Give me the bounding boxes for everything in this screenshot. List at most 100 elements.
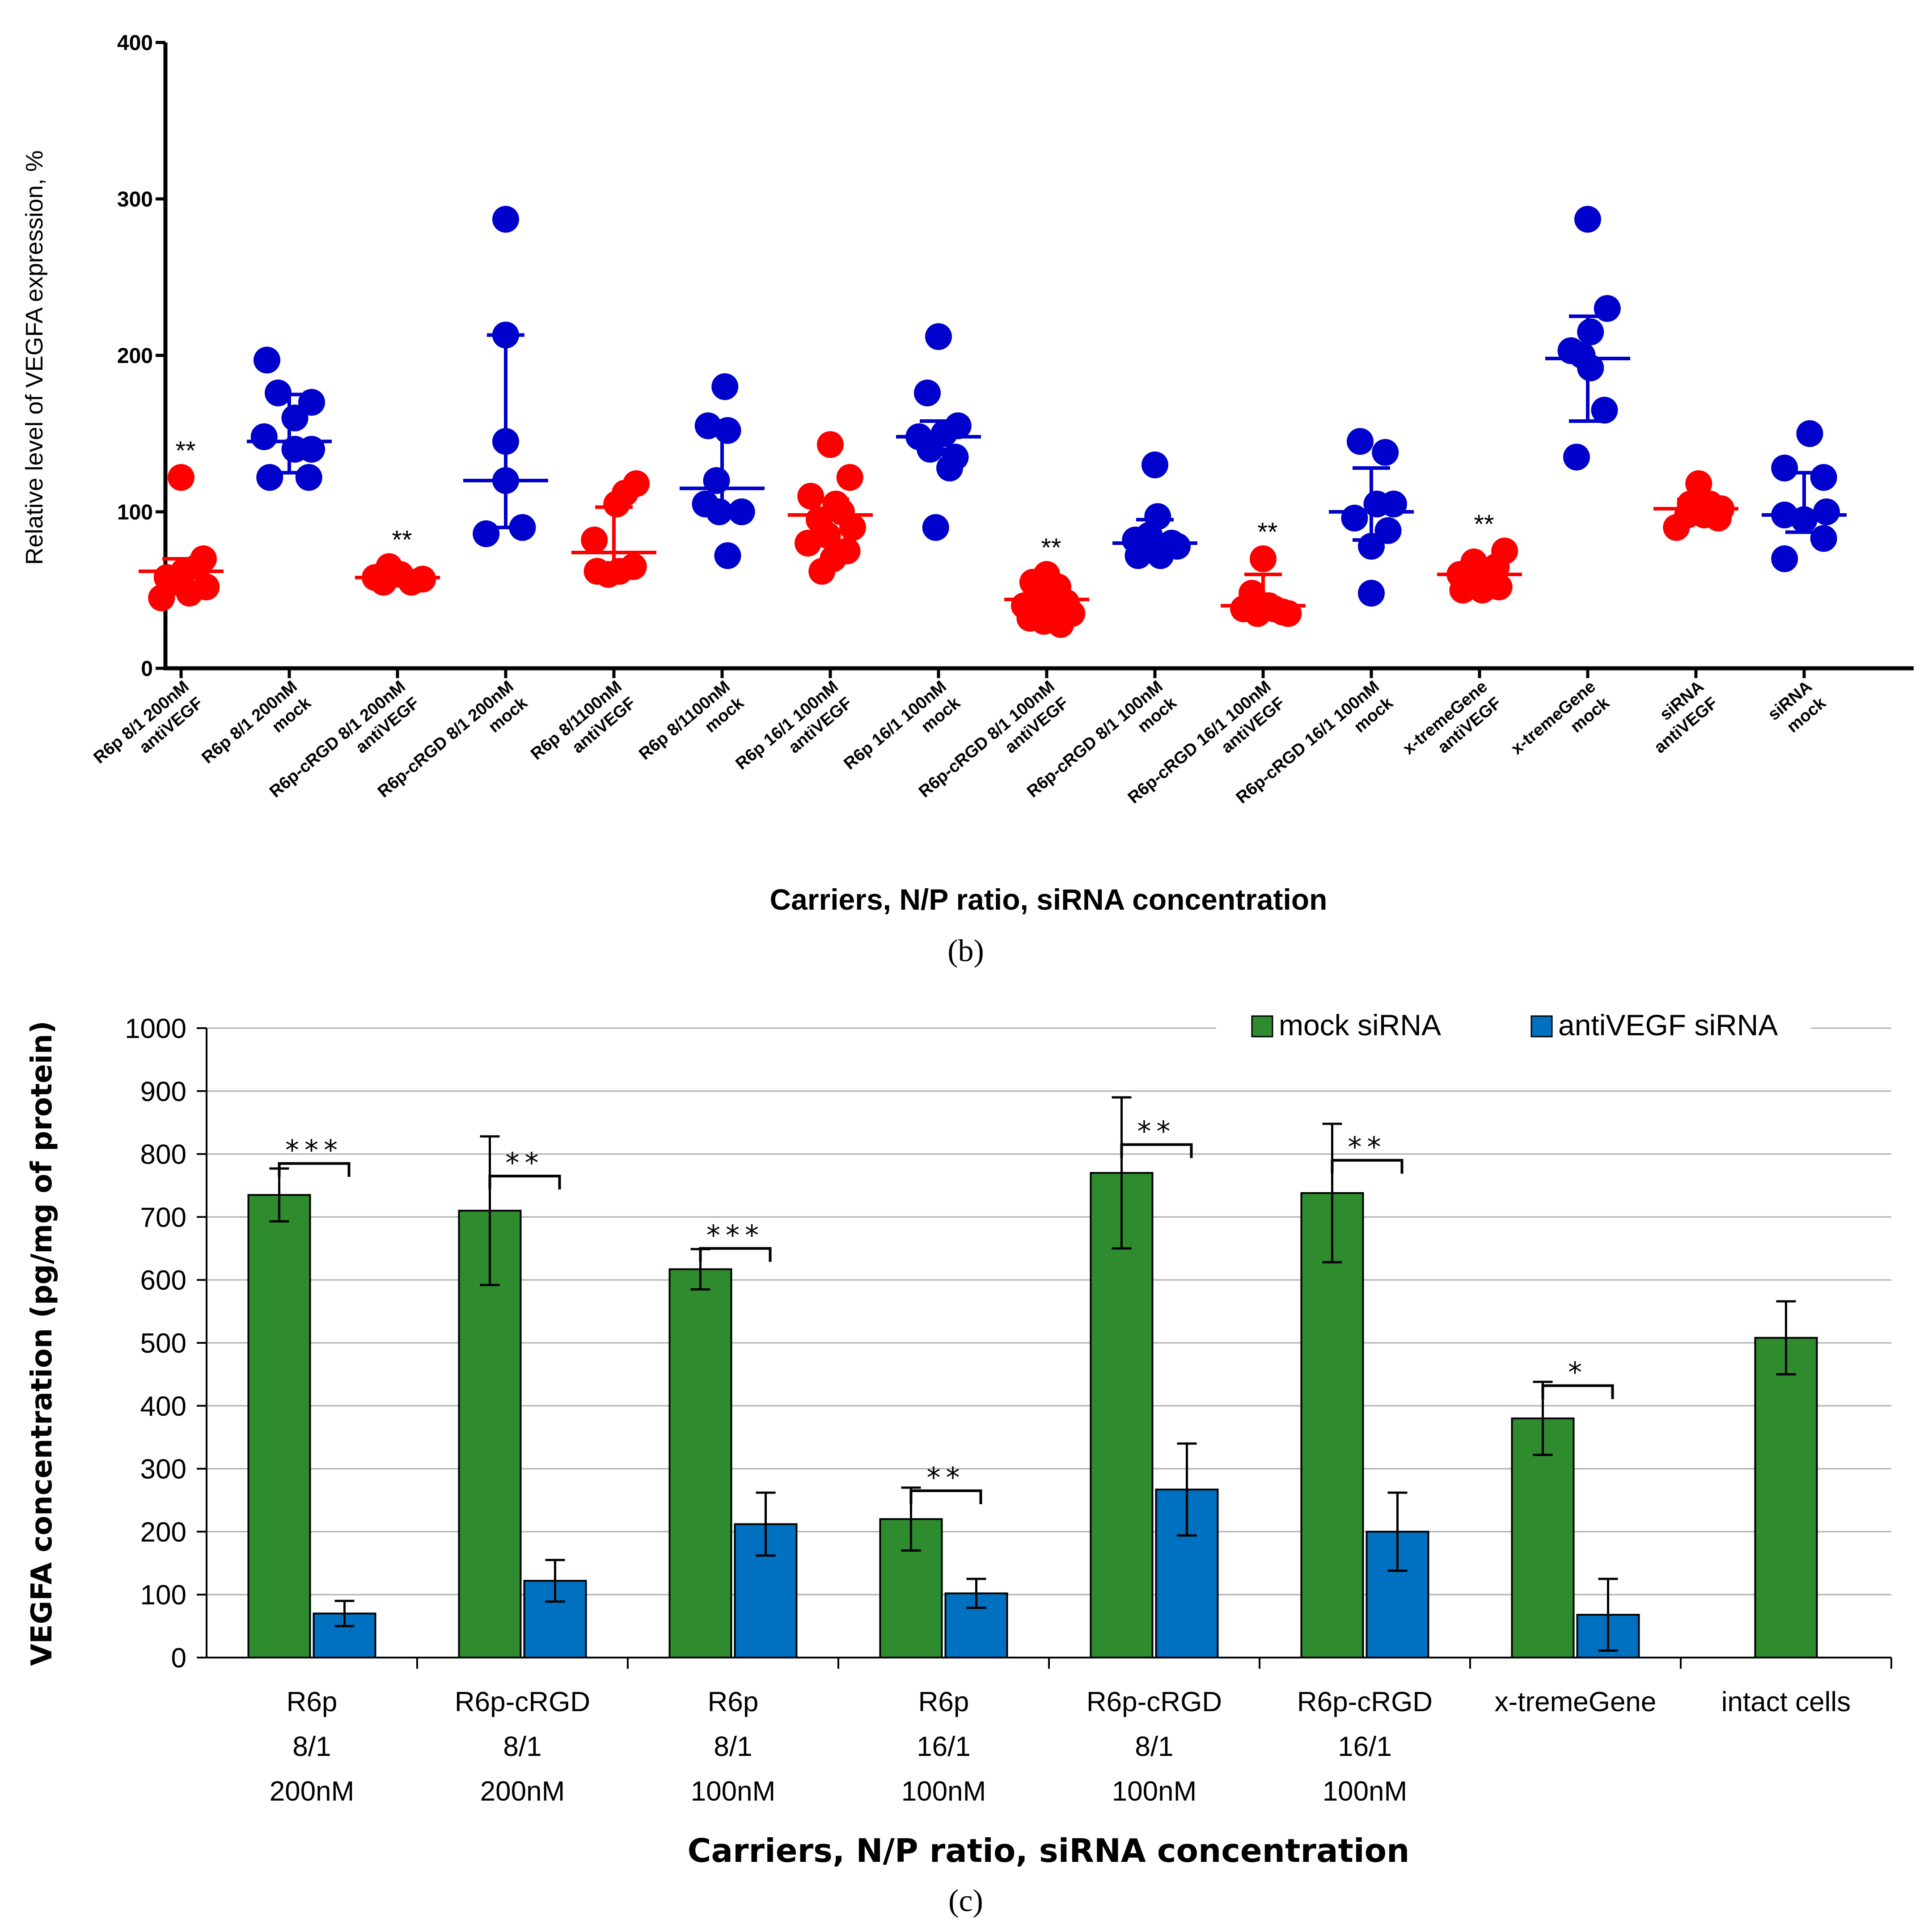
scatter-point	[254, 346, 280, 374]
bar-mock	[1090, 1172, 1154, 1659]
scatter-group-8: **	[1004, 533, 1089, 638]
top-x-tick-label: R6p 8/1100nMantiVEGF	[527, 677, 639, 780]
scatter-point	[193, 574, 220, 600]
scatter-point	[1577, 354, 1604, 381]
scatter-point	[1491, 537, 1518, 565]
bar-x-tick-label: 100nM	[1323, 1776, 1408, 1807]
scatter-point	[1563, 443, 1590, 471]
bar-x-tick-label: x-tremeGene	[1495, 1687, 1657, 1717]
bar-x-tick-label: R6p	[918, 1687, 969, 1717]
bar-x-axis-title: Carriers, N/P ratio, siRNA concentration	[688, 1832, 1410, 1869]
panel-label-b: (b)	[947, 934, 984, 968]
top-y-tick-label: 400	[117, 31, 153, 55]
bar-y-tick-label: 800	[140, 1139, 186, 1170]
bar-x-tick-label: R6p-cRGD	[1297, 1687, 1433, 1717]
bar-mock	[247, 1194, 311, 1659]
significance-marker: **	[1041, 533, 1061, 562]
scatter-point	[797, 483, 824, 510]
scatter-point	[808, 558, 836, 585]
scatter-point	[1374, 517, 1402, 544]
bar-mock	[668, 1268, 732, 1658]
scatter-point	[817, 431, 844, 458]
bar-x-tick-label: 8/1	[292, 1731, 331, 1762]
top-y-tick-label: 0	[141, 657, 153, 681]
top-x-tick-label: R6p 16/1 100nMantiVEGF	[732, 677, 855, 790]
significance-marker: ***	[285, 1134, 343, 1167]
scatter-point	[711, 373, 739, 400]
scatter-group-13	[1545, 206, 1630, 471]
scatter-point	[1341, 505, 1368, 532]
bar-x-tick-label: R6p	[287, 1687, 338, 1717]
panel-label-c: (c)	[948, 1884, 983, 1918]
scatter-point	[925, 323, 952, 350]
scatter-group-9	[1112, 451, 1197, 569]
bar-x-tick-label: 100nM	[1112, 1776, 1197, 1807]
significance-bracket	[1120, 1143, 1193, 1158]
bar-x-tick-label: R6p	[708, 1687, 759, 1717]
scatter-point	[492, 206, 519, 233]
scatter-group-12: **	[1437, 510, 1522, 603]
bar-group-7	[1754, 1300, 1818, 1659]
bar-group-1: **	[458, 1135, 587, 1659]
bar-group-4: **	[1090, 1096, 1219, 1659]
bar-y-ticks: 0 100 200 300 400 500 600 700 800 900 1000	[125, 1013, 207, 1674]
bar-x-tick-label: intact cells	[1721, 1687, 1851, 1717]
bar-group-0: ***	[247, 1134, 376, 1659]
scatter-point	[914, 380, 941, 406]
scatter-group-6	[788, 431, 873, 585]
top-x-axis-title: Carriers, N/P ratio, siRNA concentration	[769, 883, 1327, 916]
legend-swatch-1	[1530, 1015, 1553, 1038]
scatter-point	[1685, 470, 1712, 497]
top-y-tick-label: 200	[117, 344, 153, 368]
bar-x-tick-label: 100nM	[691, 1776, 776, 1807]
scatter-point	[1261, 595, 1288, 622]
scatter-group-0: **	[139, 436, 224, 612]
bar-y-tick-label: 400	[140, 1391, 186, 1422]
bar-group-5: **	[1300, 1122, 1429, 1658]
scatter-groups: ** ** ** ** **	[139, 206, 1847, 638]
top-y-axis-title: Relative level of VEGFA expression, %	[21, 150, 48, 565]
significance-bracket	[909, 1489, 982, 1504]
bar-x-tick-label: 16/1	[917, 1731, 971, 1762]
top-x-tick-label: R6p 8/1100nMmock	[635, 677, 748, 780]
bar-x-tick-label: 200nM	[480, 1776, 565, 1807]
scatter-point	[1771, 545, 1798, 572]
scatter-point	[168, 464, 194, 491]
bar-x-tick-label: 8/1	[503, 1731, 541, 1762]
bar-x-tick-label: 8/1	[714, 1731, 752, 1762]
scatter-point	[256, 464, 283, 491]
scatter-point	[1141, 451, 1168, 478]
bar-y-tick-label: 300	[140, 1454, 186, 1485]
significance-marker: **	[1257, 518, 1277, 547]
bar-y-tick-label: 500	[140, 1328, 186, 1359]
scatter-point	[1810, 464, 1837, 491]
significance-marker: **	[506, 1147, 544, 1179]
bar-x-tick-label: 200nM	[270, 1776, 355, 1807]
scatter-point	[581, 527, 608, 553]
significance-bracket	[1331, 1159, 1404, 1174]
top-y-ticks: 0 100 200 300 400	[117, 31, 165, 681]
scatter-group-5	[680, 373, 765, 569]
bar-legend[interactable]: mock siRNA antiVEGF siRNA	[1216, 1006, 1811, 1050]
significance-marker: ***	[706, 1219, 764, 1252]
scatter-point	[190, 545, 217, 572]
scatter-group-2: **	[355, 526, 440, 596]
bar-x-tick-label: 8/1	[1135, 1731, 1173, 1762]
significance-bracket	[1541, 1384, 1614, 1399]
legend-background	[1216, 1006, 1811, 1050]
scatter-point	[828, 498, 855, 525]
scatter-point	[623, 470, 650, 497]
bar-x-tick-label: 16/1	[1338, 1731, 1392, 1762]
scatter-point	[1058, 600, 1086, 627]
bar-y-tick-label: 200	[140, 1517, 186, 1548]
bar-groups: *** ********* ***	[247, 1096, 1818, 1659]
bar-group-6: *	[1511, 1356, 1640, 1659]
bar-y-tick-label: 600	[140, 1265, 186, 1296]
bar-mock	[1300, 1192, 1364, 1658]
scatter-point	[1372, 439, 1399, 466]
scatter-point	[1250, 545, 1277, 572]
top-y-tick-label: 300	[117, 188, 153, 211]
scatter-point	[1164, 533, 1191, 560]
scatter-group-4	[571, 470, 656, 588]
scatter-group-7	[896, 323, 981, 541]
